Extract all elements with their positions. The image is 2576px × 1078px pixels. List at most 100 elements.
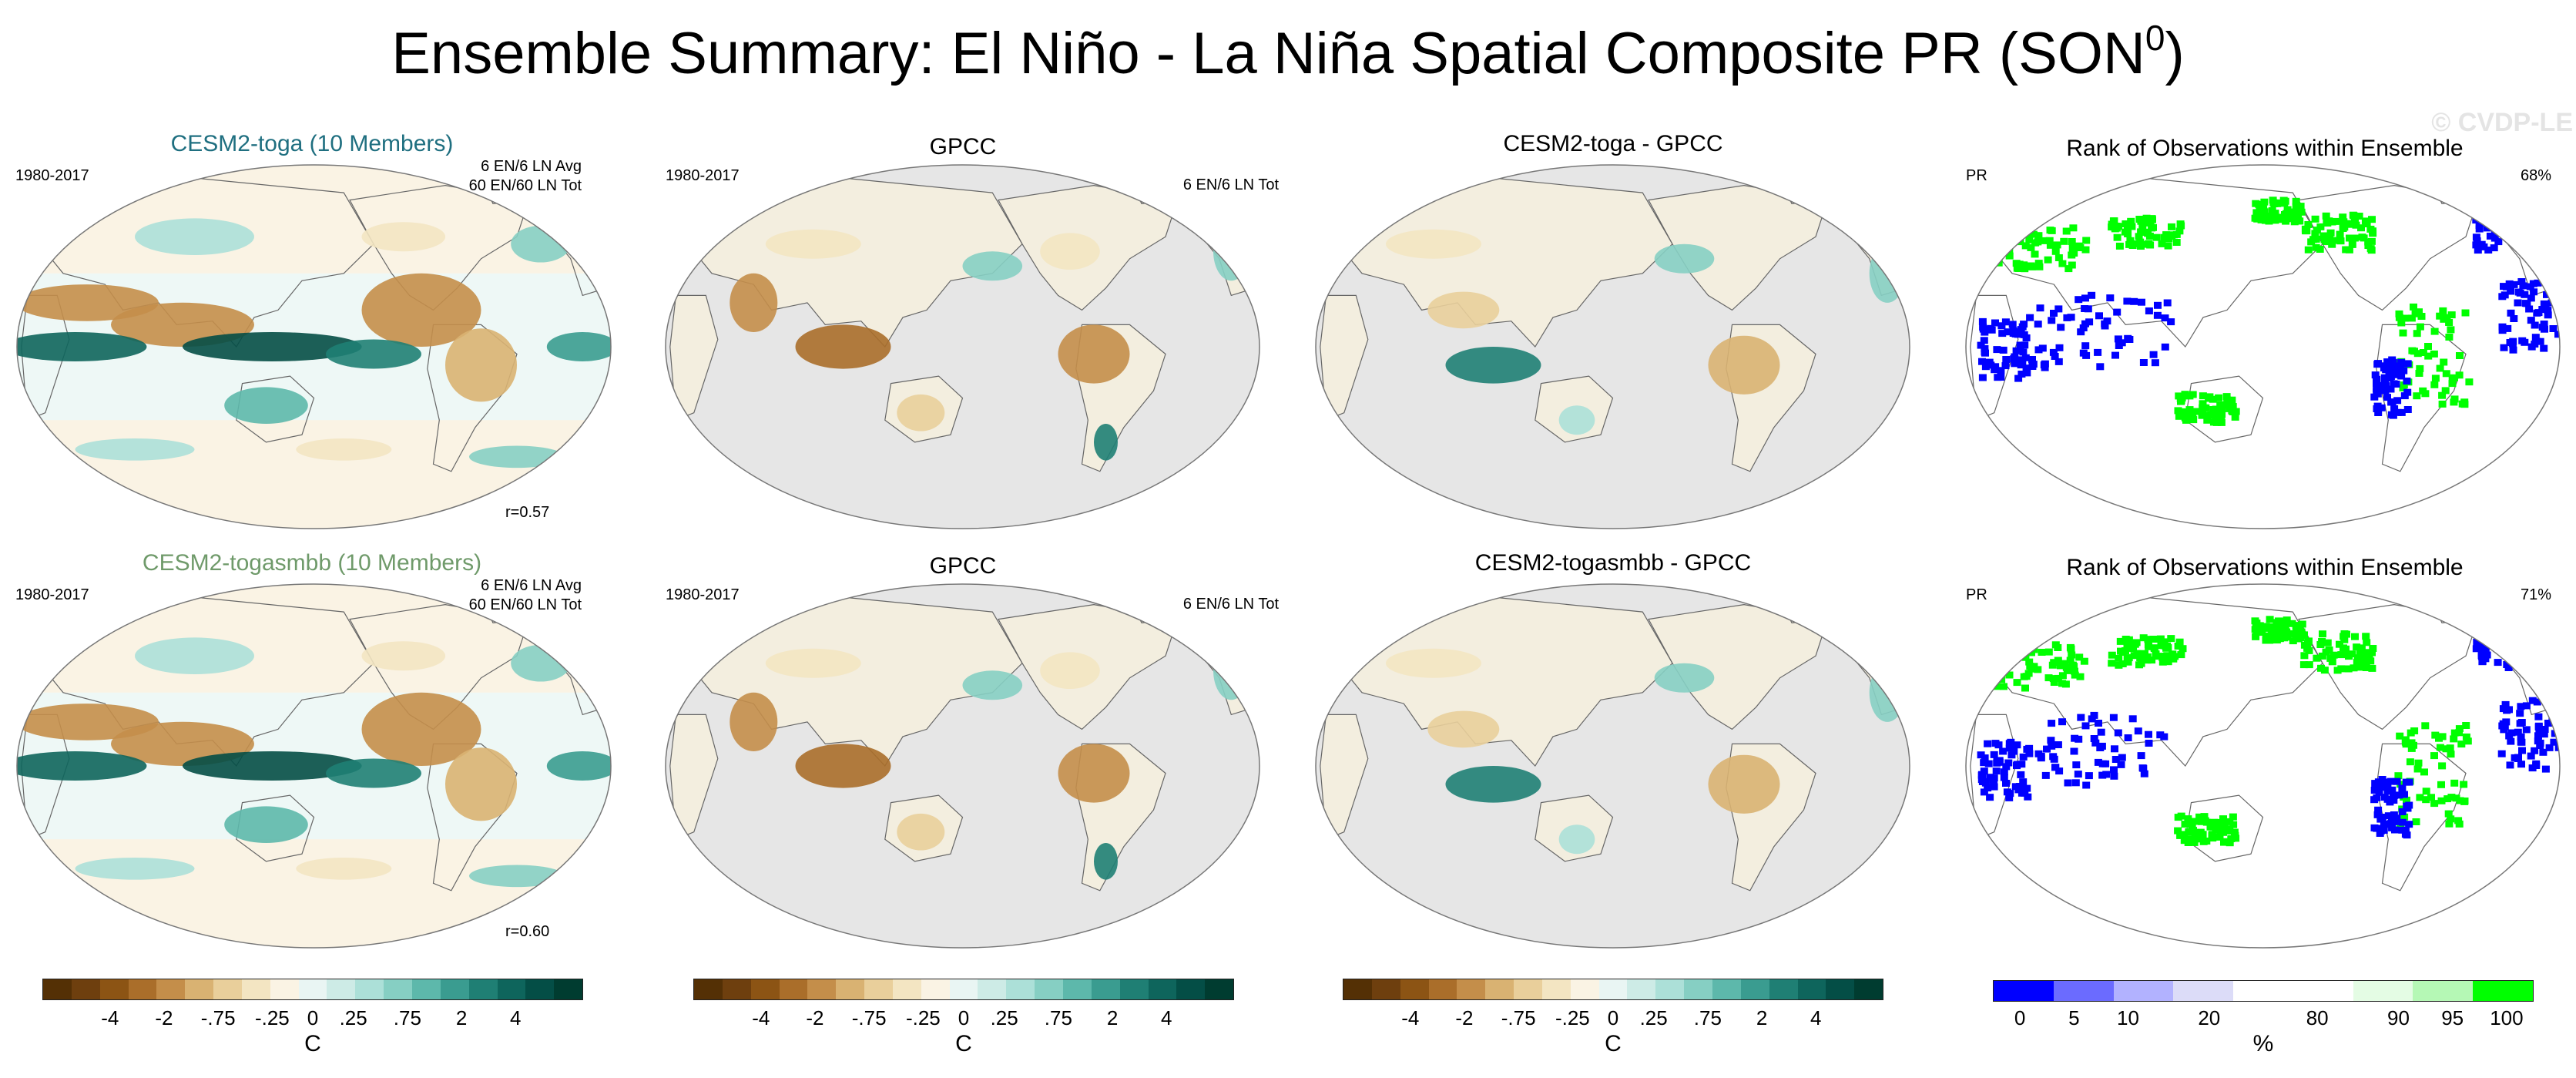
rank-cell xyxy=(2507,650,2516,658)
rank-cell xyxy=(2198,818,2205,825)
rank-cell xyxy=(2443,314,2451,321)
rank-cell xyxy=(2403,796,2410,804)
rank-cell xyxy=(2051,353,2059,360)
colorbar-box xyxy=(1457,979,1486,999)
rank-cell xyxy=(2331,237,2340,244)
rank-cell xyxy=(2484,635,2493,643)
rank-cell xyxy=(2363,639,2371,646)
colorbar-box xyxy=(864,979,893,999)
rank-cell xyxy=(2185,828,2193,835)
rank-cell xyxy=(2001,665,2010,673)
rank-cell xyxy=(2394,772,2403,780)
rank-cell xyxy=(2002,243,2011,250)
rank-cell xyxy=(2278,624,2286,632)
rank-cell xyxy=(2004,759,2013,767)
colorbar-box xyxy=(497,979,526,999)
rank-cell xyxy=(2536,338,2544,345)
colorbar-tick-label: -.75 xyxy=(851,1006,887,1029)
rank-cell xyxy=(2169,655,2178,663)
rank-cell xyxy=(2370,787,2379,794)
rank-cell xyxy=(2540,344,2548,352)
rank-cell xyxy=(2189,416,2198,424)
asia-outline xyxy=(1987,177,2323,348)
rank-cell xyxy=(2283,633,2292,640)
rank-cell xyxy=(2497,750,2506,757)
rank-cell xyxy=(1991,227,2000,234)
rank-cell xyxy=(2068,238,2076,245)
anomaly-region xyxy=(17,751,147,781)
rank-cell xyxy=(2517,216,2526,223)
anomaly-region xyxy=(1094,424,1118,461)
rank-cell xyxy=(2494,220,2502,228)
rank-cell xyxy=(2413,330,2421,338)
rank-cell xyxy=(2175,638,2184,646)
rank-cell xyxy=(2023,784,2031,792)
rank-cell xyxy=(2529,657,2537,664)
rank-cell xyxy=(2058,718,2066,726)
rank-cell xyxy=(2123,297,2132,305)
rank-cell xyxy=(2544,311,2552,319)
anomaly-region xyxy=(1094,843,1118,880)
rank-cell xyxy=(2021,684,2029,692)
rank-cell xyxy=(2016,230,2024,237)
rank-cell xyxy=(2177,651,2185,659)
rank-cell xyxy=(2490,244,2498,252)
rank-cell xyxy=(2395,314,2403,321)
rank-cell xyxy=(2022,673,2031,680)
colorbar-box xyxy=(1598,979,1628,999)
rank-cell xyxy=(2509,346,2517,354)
rank-cell xyxy=(2288,620,2296,627)
anomaly-region xyxy=(1654,663,1715,693)
rank-cell xyxy=(2431,374,2440,382)
rank-cell xyxy=(2510,315,2518,322)
rank-cell xyxy=(2125,240,2134,248)
anomaly-region xyxy=(1708,754,1780,814)
rank-cell xyxy=(2096,363,2105,371)
rank-cell xyxy=(2296,204,2304,212)
rank-cell xyxy=(2130,652,2138,660)
rank-cell xyxy=(2514,657,2522,665)
rank-cell xyxy=(2517,633,2525,641)
rank-cell xyxy=(2395,310,2403,317)
rank-cell xyxy=(2311,215,2319,223)
africa-outline xyxy=(1320,294,1369,421)
watermark: © CVDP-LE xyxy=(2431,108,2573,137)
rank-cell xyxy=(2437,781,2445,788)
rank-cell xyxy=(2077,714,2085,721)
rank-cell xyxy=(2305,637,2313,645)
rank-cell xyxy=(2058,260,2067,267)
rank-cell xyxy=(2367,247,2376,254)
rank-cell xyxy=(2386,385,2395,393)
rank-cell xyxy=(2176,831,2185,839)
anomaly-region xyxy=(795,744,891,788)
rank-cell xyxy=(2212,413,2220,421)
rank-cell xyxy=(2462,722,2470,729)
rank-cell xyxy=(2503,214,2511,222)
rank-cell xyxy=(2521,653,2529,660)
rank-cell xyxy=(2460,781,2468,788)
rank-cell xyxy=(2139,216,2147,223)
rank-cell xyxy=(2140,770,2148,777)
obs-note-row2: 6 EN/6 LN Tot xyxy=(1182,596,1279,613)
rank-cell xyxy=(2150,645,2158,653)
rank-cell xyxy=(2403,360,2412,368)
rank-cell xyxy=(2450,374,2458,381)
model-correlation-row2: r=0.60 xyxy=(505,923,550,940)
colorbar-box xyxy=(1684,979,1712,999)
rank-cell xyxy=(2012,260,2021,267)
colorbar-tick-label: 90 xyxy=(2387,1006,2410,1029)
rank-cell xyxy=(2450,735,2458,743)
rank-cell xyxy=(2018,371,2026,378)
rank-cell xyxy=(2049,348,2058,356)
rank-cell xyxy=(2514,299,2522,307)
rank-cell xyxy=(2110,772,2118,780)
rank-cell xyxy=(2189,827,2197,835)
rank-cell xyxy=(2512,630,2521,638)
rank-cell xyxy=(2422,788,2430,795)
rank-cell xyxy=(2124,734,2132,741)
rank-cell xyxy=(2540,730,2548,738)
rank-cell xyxy=(2472,241,2480,249)
rank-cell xyxy=(2356,648,2364,656)
anomaly-region xyxy=(135,637,254,674)
rank-cell xyxy=(2046,241,2054,249)
